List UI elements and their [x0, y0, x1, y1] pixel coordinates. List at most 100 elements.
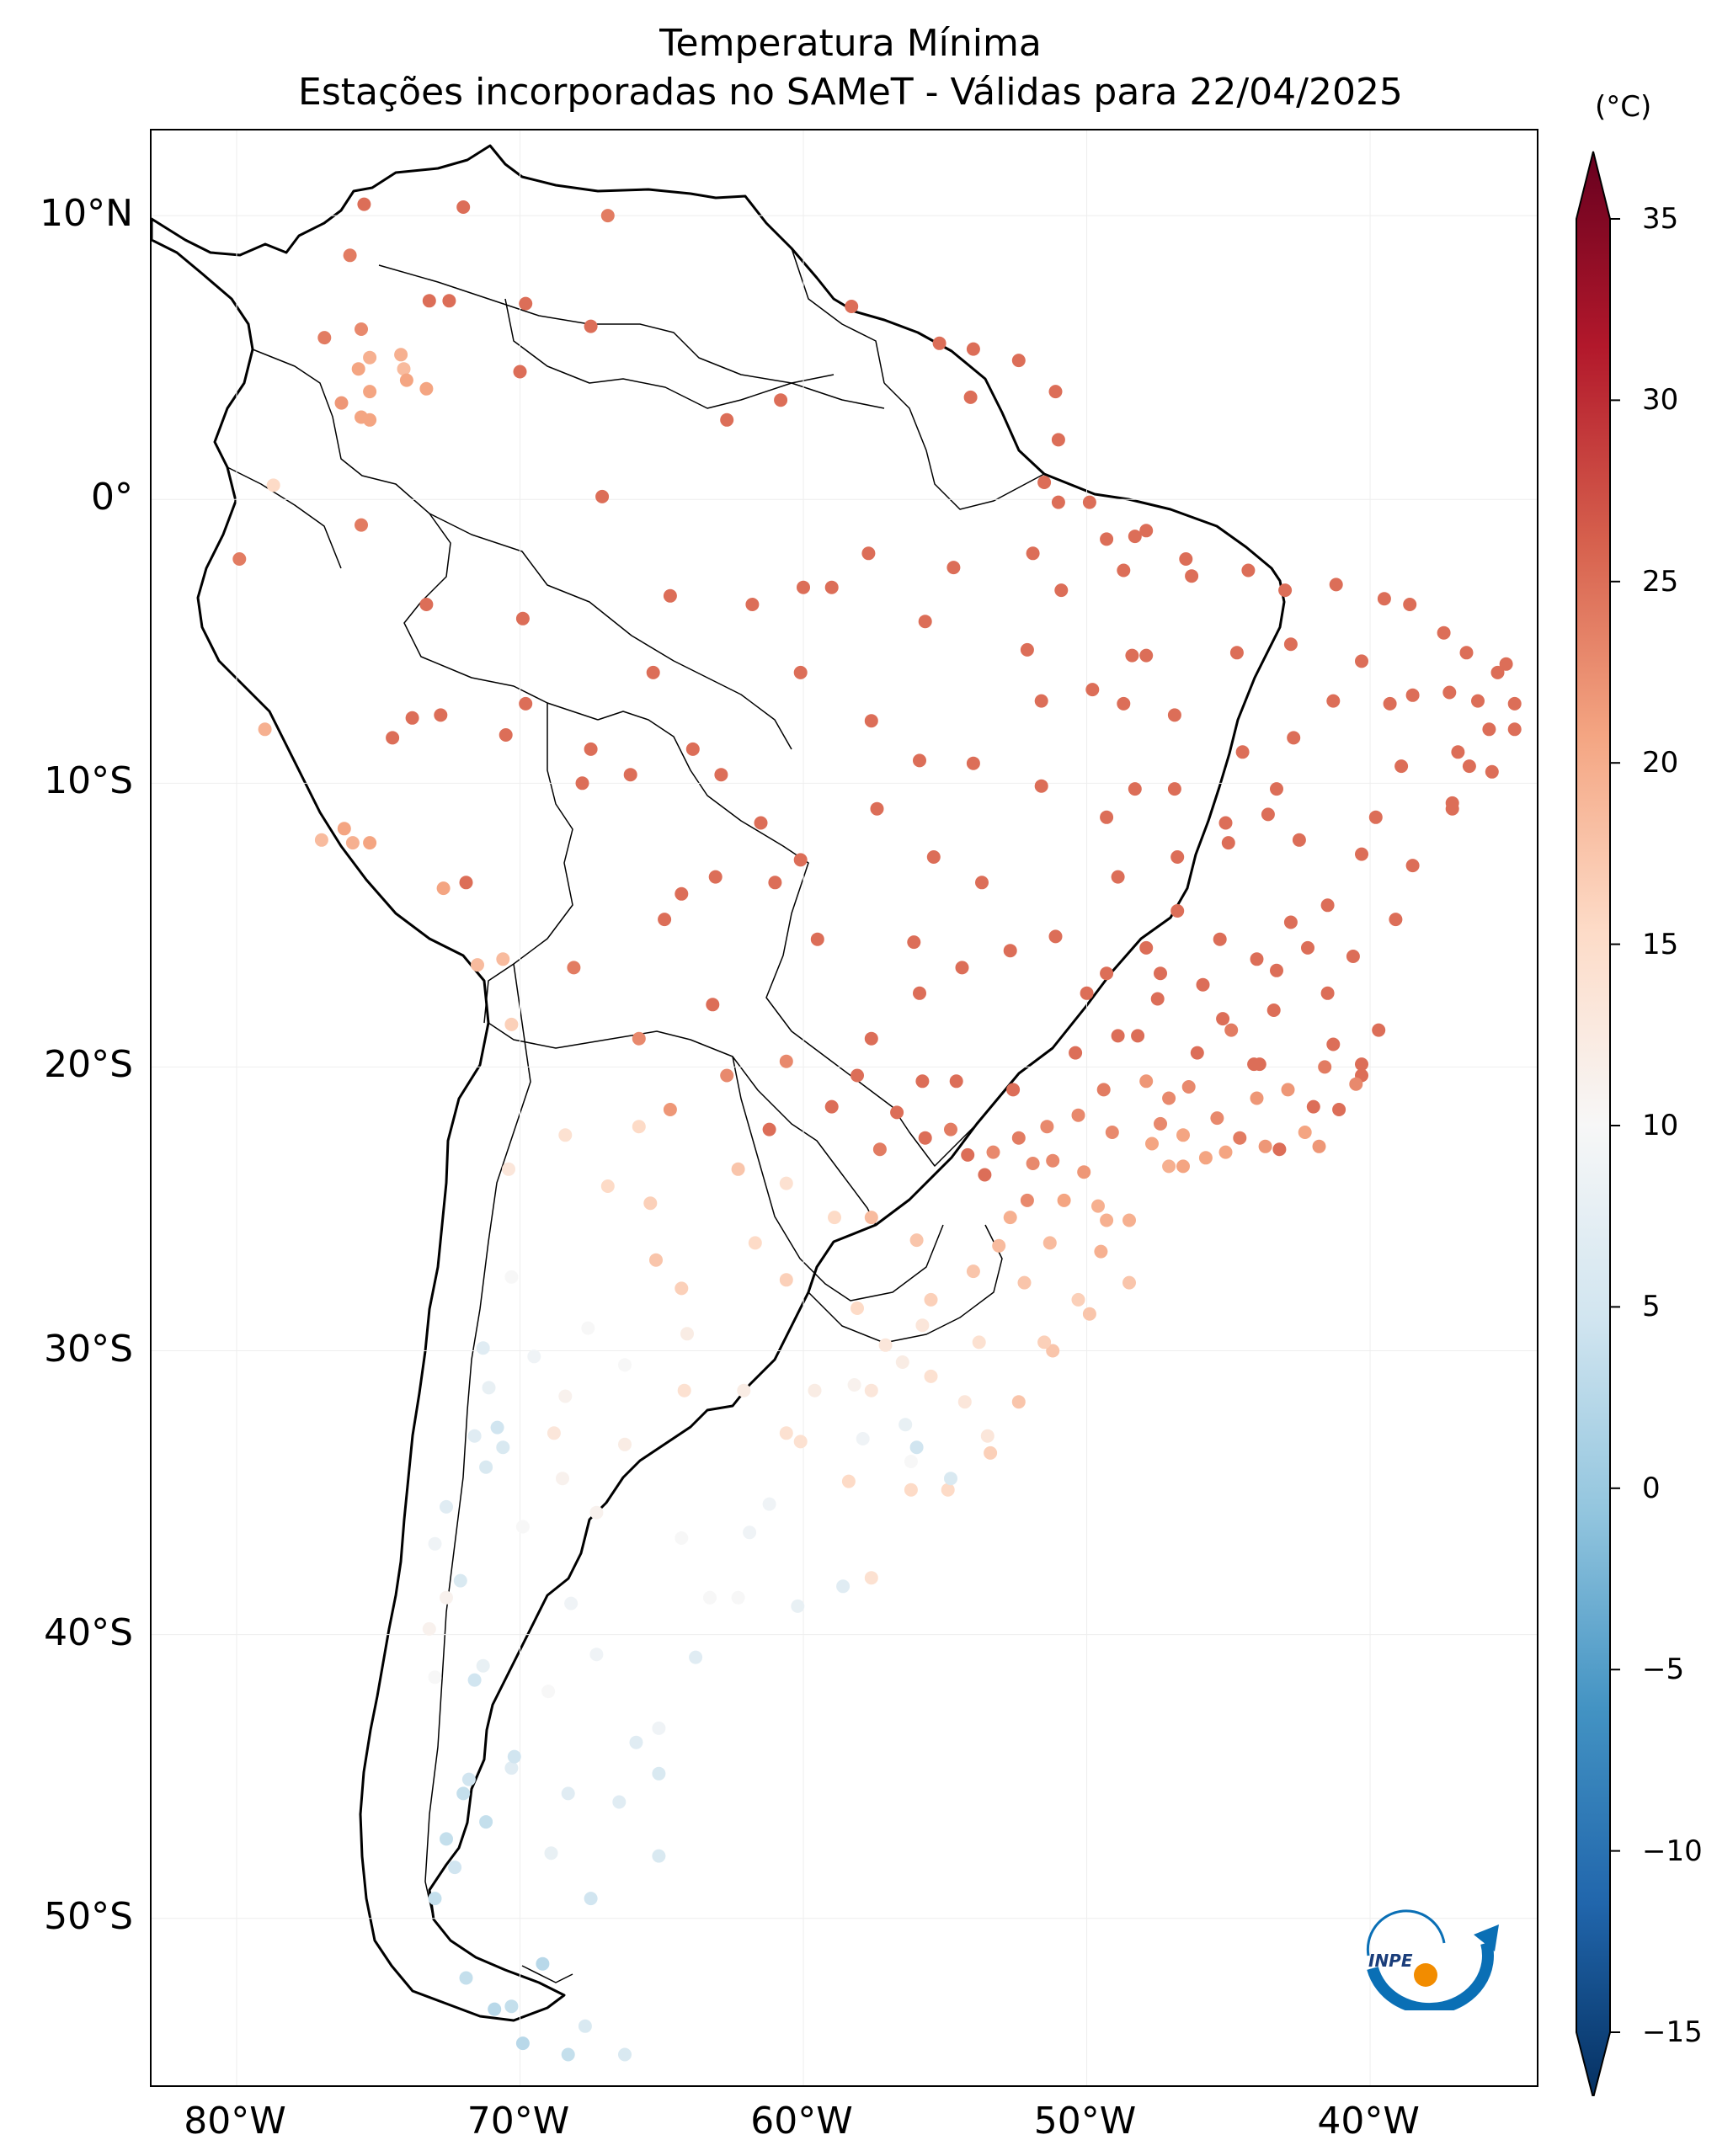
station-point [1181, 1080, 1196, 1094]
station-point [1377, 592, 1391, 606]
station-point [456, 200, 471, 214]
station-point [898, 1418, 913, 1432]
station-point [600, 1179, 615, 1193]
station-point [1167, 708, 1181, 722]
map-frame[interactable] [150, 129, 1538, 2087]
land-layer [152, 144, 1286, 2022]
station-point [864, 1031, 878, 1046]
station-point [1190, 1046, 1204, 1060]
station-point [793, 1435, 808, 1449]
station-point [972, 1335, 986, 1349]
station-point [1100, 810, 1114, 824]
station-point [924, 1292, 938, 1307]
station-point [1054, 583, 1069, 598]
station-point [1057, 1193, 1071, 1207]
station-point [966, 1264, 980, 1279]
station-point [337, 822, 351, 836]
station-point [499, 728, 513, 742]
station-point [1154, 1116, 1167, 1131]
station-point [946, 561, 961, 575]
station-point [1451, 745, 1465, 759]
station-point [1139, 1074, 1154, 1089]
station-point [351, 362, 365, 376]
station-point [864, 714, 878, 728]
station-point [448, 1861, 462, 1875]
station-point [1096, 1083, 1111, 1097]
colorbar-tick-label: 15 [1642, 927, 1679, 961]
station-point [496, 952, 510, 966]
latitude-label: 0° [91, 476, 133, 519]
station-point [507, 1749, 521, 1764]
station-point [564, 1596, 579, 1610]
station-point [405, 711, 419, 725]
station-point [748, 1236, 762, 1250]
station-point [861, 546, 876, 561]
colorbar-tick-label: −15 [1642, 2015, 1703, 2049]
station-point [618, 2047, 632, 2062]
colorbar-tick-label: 25 [1642, 564, 1679, 599]
station-point [1235, 745, 1250, 759]
station-point [793, 853, 808, 867]
station-point [689, 1650, 703, 1664]
station-point [1026, 1157, 1040, 1170]
station-point [476, 1658, 490, 1673]
station-point [1403, 598, 1417, 611]
latitude-label: 10°N [40, 192, 133, 236]
colorbar-gradient [1576, 151, 1611, 2096]
station-point [1332, 1103, 1346, 1116]
station-point [1082, 495, 1096, 509]
station-point [649, 1253, 663, 1267]
station-point [909, 1233, 924, 1248]
station-point [1034, 779, 1048, 793]
station-point [502, 1162, 515, 1176]
station-point [1046, 1153, 1060, 1168]
station-point [1210, 1111, 1224, 1126]
station-point [584, 319, 598, 333]
station-point [436, 881, 451, 896]
station-point [1006, 1083, 1021, 1097]
station-point [1122, 1213, 1136, 1227]
station-point [1318, 1060, 1332, 1074]
station-point [1266, 1003, 1281, 1017]
station-point [793, 665, 808, 679]
station-point [1405, 688, 1420, 702]
station-point [1170, 850, 1185, 864]
station-point [978, 1168, 992, 1182]
station-point [762, 1497, 776, 1511]
latitude-label: 20°S [44, 1043, 133, 1087]
station-point [456, 1786, 471, 1801]
colorbar [1576, 151, 1620, 2096]
longitude-label: 70°W [467, 2100, 570, 2143]
station-point [496, 1440, 510, 1455]
station-point [556, 1472, 569, 1486]
station-point [745, 598, 760, 611]
station-point [1389, 913, 1403, 927]
station-point [1507, 696, 1522, 711]
colorbar-tick-label: 5 [1642, 1290, 1661, 1324]
station-point [422, 294, 436, 308]
station-point [1185, 569, 1199, 583]
station-point [779, 1273, 793, 1287]
station-point [1490, 665, 1505, 679]
station-point [685, 742, 700, 756]
station-point [1042, 1236, 1057, 1250]
station-point [1034, 694, 1048, 708]
station-point [872, 1142, 887, 1157]
station-point [851, 1302, 864, 1315]
chart-title: Temperatura Mínima [659, 22, 1042, 65]
station-point [595, 489, 610, 503]
station-point [1020, 642, 1034, 657]
station-point [856, 1432, 870, 1445]
station-point [476, 1341, 490, 1355]
station-point [944, 1472, 957, 1486]
station-point [743, 1525, 757, 1540]
station-point [1094, 1244, 1108, 1259]
station-point [941, 1483, 955, 1497]
station-point [720, 1068, 734, 1083]
station-point [1071, 1292, 1085, 1307]
map-canvas[interactable] [152, 130, 1538, 2087]
station-point [1507, 722, 1522, 737]
station-point [479, 1460, 493, 1474]
station-point [851, 1068, 864, 1083]
station-point [1196, 977, 1210, 992]
